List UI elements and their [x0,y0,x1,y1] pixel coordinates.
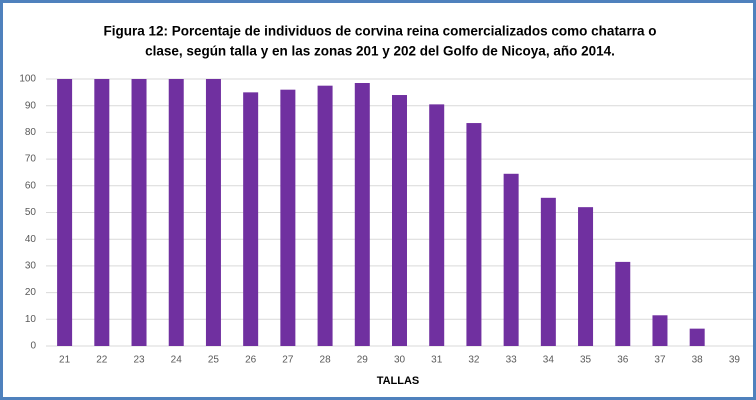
x-tick-label: 22 [96,355,108,366]
y-tick-label: 50 [25,207,37,218]
y-tick-label: 60 [25,180,37,191]
x-tick-label: 24 [171,355,183,366]
y-tick-label: 80 [25,127,37,138]
x-tick-label: 29 [357,355,369,366]
bar [317,85,333,347]
x-tick-label: 32 [468,355,480,366]
bar [503,173,519,346]
bar [243,92,259,346]
x-tick-label: 31 [431,355,443,366]
bar [354,83,370,346]
bar [168,79,184,346]
x-tick-label: 23 [133,355,145,366]
bar [578,207,594,346]
chart-title: Figura 12: Porcentaje de individuos de c… [104,24,657,39]
bar [689,328,705,346]
bar [205,79,221,346]
y-tick-label: 10 [25,314,37,325]
x-tick-label: 36 [617,355,629,366]
bar [57,79,73,346]
x-tick-label: 25 [208,355,220,366]
x-axis-label: TALLAS [377,375,420,387]
x-tick-label: 34 [543,355,555,366]
bar [466,123,482,347]
bar [615,261,631,346]
x-tick-label: 37 [654,355,666,366]
bar [94,79,110,346]
x-tick-label: 21 [59,355,71,366]
bar [540,197,556,346]
y-tick-label: 40 [25,234,37,245]
x-tick-label: 28 [320,355,332,366]
y-tick-label: 0 [30,341,36,352]
x-tick-label: 30 [394,355,406,366]
y-tick-label: 90 [25,100,37,111]
bar [429,104,445,347]
y-tick-label: 20 [25,287,37,298]
y-tick-label: 70 [25,154,37,165]
bar [280,89,296,347]
bar [652,315,668,346]
x-tick-label: 26 [245,355,257,366]
x-tick-label: 35 [580,355,592,366]
x-tick-label: 38 [692,355,704,366]
y-tick-label: 100 [19,74,36,85]
bar [392,95,407,347]
x-tick-label: 39 [729,355,741,366]
x-tick-label: 27 [282,355,294,366]
chart-title: clase, según talla y en las zonas 201 y … [145,44,615,59]
bar [131,79,147,346]
y-tick-label: 30 [25,261,37,272]
x-tick-label: 33 [506,355,518,366]
